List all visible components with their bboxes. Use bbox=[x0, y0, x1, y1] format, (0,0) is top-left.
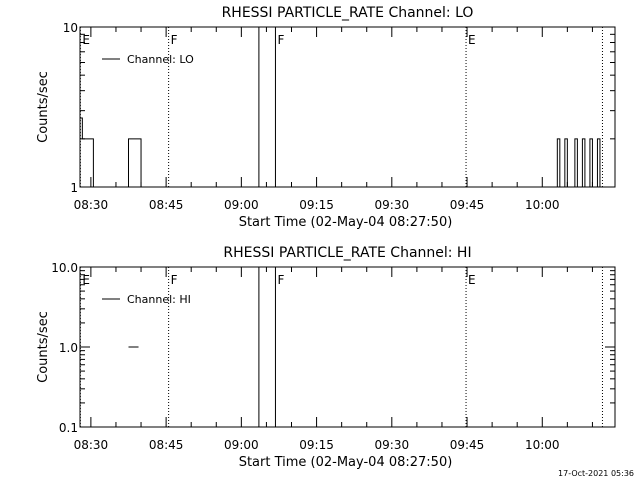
x-tick-label-1-2: 09:00 bbox=[224, 438, 259, 452]
x-tick-label-0-0: 08:30 bbox=[74, 198, 109, 212]
x-tick-label-1-5: 09:45 bbox=[450, 438, 485, 452]
chart-title-0: RHESSI PARTICLE_RATE Channel: LO bbox=[222, 5, 474, 21]
y-tick-label-1-2: 10.0 bbox=[51, 261, 78, 275]
legend-label-1: Channel: HI bbox=[127, 293, 191, 306]
marker-label-1-3: F bbox=[277, 273, 284, 287]
y-tick-label-0-1: 10 bbox=[63, 21, 78, 35]
x-tick-label-0-6: 10:00 bbox=[525, 198, 560, 212]
y-axis-label-0: Counts/sec bbox=[36, 71, 51, 143]
x-axis-label-0: Start Time (02-May-04 08:27:50) bbox=[239, 215, 453, 230]
plot-frame-0 bbox=[79, 26, 616, 188]
marker-label-0-1: F bbox=[171, 33, 178, 47]
footer-timestamp: 17-Oct-2021 05:36 bbox=[558, 469, 634, 478]
x-tick-label-1-6: 10:00 bbox=[525, 438, 560, 452]
x-tick-label-1-4: 09:30 bbox=[375, 438, 410, 452]
series-line-0-0 bbox=[80, 117, 601, 188]
x-tick-label-0-4: 09:30 bbox=[375, 198, 410, 212]
marker-label-1-1: F bbox=[171, 273, 178, 287]
marker-label-1-4: E bbox=[468, 273, 476, 287]
marker-label-0-4: E bbox=[468, 33, 476, 47]
x-tick-label-0-5: 09:45 bbox=[450, 198, 485, 212]
chart-title-1: RHESSI PARTICLE_RATE Channel: HI bbox=[223, 245, 471, 261]
plot-frame-1 bbox=[79, 266, 616, 428]
marker-label-0-3: F bbox=[277, 33, 284, 47]
x-tick-label-0-2: 09:00 bbox=[224, 198, 259, 212]
x-tick-label-1-3: 09:15 bbox=[299, 438, 334, 452]
x-tick-label-0-3: 09:15 bbox=[299, 198, 334, 212]
y-tick-label-1-1: 1.0 bbox=[59, 341, 78, 355]
marker-label-1-0: E bbox=[82, 273, 90, 287]
y-axis-label-1: Counts/sec bbox=[36, 311, 51, 383]
marker-label-0-0: E bbox=[82, 33, 90, 47]
legend-label-0: Channel: LO bbox=[127, 53, 194, 66]
x-tick-label-0-1: 08:45 bbox=[149, 198, 184, 212]
y-tick-label-0-0: 1 bbox=[70, 181, 78, 195]
x-tick-label-1-0: 08:30 bbox=[74, 438, 109, 452]
y-tick-label-1-0: 0.1 bbox=[59, 421, 78, 435]
x-tick-label-1-1: 08:45 bbox=[149, 438, 184, 452]
x-axis-label-1: Start Time (02-May-04 08:27:50) bbox=[239, 455, 453, 470]
